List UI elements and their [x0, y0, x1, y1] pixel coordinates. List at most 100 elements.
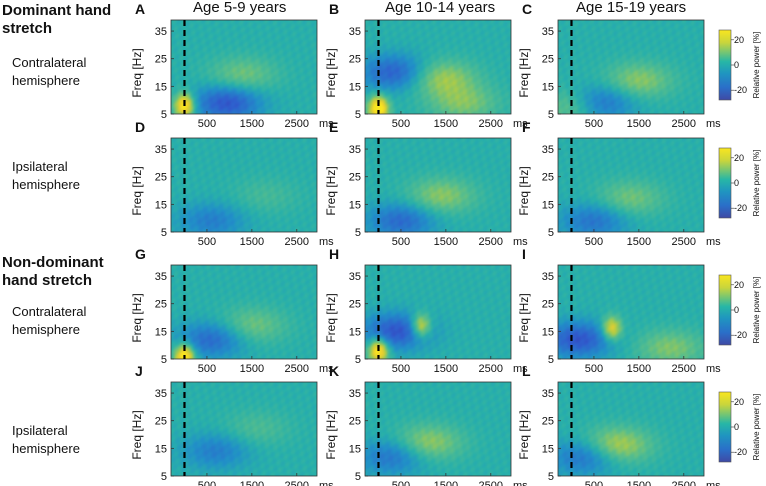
ytick-label-G-2: 15: [155, 326, 167, 338]
ylabel-H: Freq [Hz]: [324, 293, 338, 342]
xtick-label-K-2: 2500: [479, 480, 503, 486]
heatmap-C: [558, 20, 704, 114]
hemisphere-label-row2-line1: Ipsilateral: [12, 159, 68, 174]
ytick-label-K-3: 5: [355, 471, 361, 483]
panel-frame-L: [557, 381, 705, 477]
colorbar-tick-label-row2-2: -20: [734, 203, 747, 213]
xtick-label-K-0: 500: [392, 480, 410, 486]
ytick-label-J-1: 25: [155, 416, 167, 428]
xtick-label-B-0: 500: [392, 118, 410, 130]
hemisphere-label-row2-line2: hemisphere: [12, 177, 80, 192]
colorbar-label-row4: Relative power [%]: [752, 394, 761, 461]
ytick-label-D-2: 15: [155, 199, 167, 211]
ytick-label-D-1: 25: [155, 172, 167, 184]
panel-G: G 35 25 15 5 500 1500 2500 ms Freq [Hz]: [130, 246, 334, 375]
colorbar-label-row3: Relative power [%]: [752, 277, 761, 344]
ylabel-F: Freq [Hz]: [517, 166, 531, 215]
xtick-label-J-0: 500: [198, 480, 216, 486]
xtick-label-H-0: 500: [392, 363, 410, 375]
panel-E: E 35 25 15 5 500 1500 2500 ms Freq [Hz]: [324, 119, 528, 248]
colorbar-label-row2: Relative power [%]: [752, 150, 761, 217]
xtick-label-A-2: 2500: [285, 118, 309, 130]
xlabel-J: ms: [319, 480, 334, 486]
xtick-label-C-1: 1500: [627, 118, 651, 130]
ylabel-J: Freq [Hz]: [130, 410, 144, 459]
ytick-label-B-3: 5: [355, 109, 361, 121]
colorbar-tick-label-row2-0: 20: [734, 153, 744, 163]
panel-letter-D: D: [135, 119, 145, 135]
ytick-label-G-3: 5: [161, 354, 167, 366]
panel-A: A 35 25 15 5 500 1500 2500 ms Freq [Hz]: [130, 1, 334, 130]
heatmap-G: [171, 265, 317, 359]
colorbar-row2: 20 0 -20 Relative power [%]: [718, 147, 761, 219]
panel-D: D 35 25 15 5 500 1500 2500 ms Freq [Hz]: [130, 119, 334, 248]
xtick-label-L-2: 2500: [672, 480, 696, 486]
panel-frame-A: [170, 19, 318, 115]
xtick-label-B-1: 1500: [434, 118, 458, 130]
xtick-label-D-1: 1500: [240, 236, 264, 248]
ytick-label-E-3: 5: [355, 227, 361, 239]
xtick-label-J-1: 1500: [240, 480, 264, 486]
xtick-label-F-0: 500: [585, 236, 603, 248]
heatmap-H: [365, 265, 511, 359]
colorbar-label-row1: Relative power [%]: [752, 32, 761, 99]
heatmap-B: [365, 20, 511, 114]
ytick-label-F-2: 15: [542, 199, 554, 211]
xtick-label-I-1: 1500: [627, 363, 651, 375]
panel-frame-G: [170, 264, 318, 360]
xtick-label-I-2: 2500: [672, 363, 696, 375]
panel-L: L 35 25 15 5 500 1500 2500 ms Freq [Hz]: [517, 363, 721, 486]
panel-F: F 35 25 15 5 500 1500 2500 ms Freq [Hz]: [517, 119, 721, 248]
panel-frame-K: [364, 381, 512, 477]
xlabel-I: ms: [706, 363, 721, 375]
xtick-label-J-2: 2500: [285, 480, 309, 486]
row-group-nondominant-line1: Non-dominant: [2, 254, 104, 271]
xtick-label-A-1: 1500: [240, 118, 264, 130]
xtick-label-D-0: 500: [198, 236, 216, 248]
xtick-label-F-2: 2500: [672, 236, 696, 248]
panel-frame-E: [364, 137, 512, 233]
panel-letter-J: J: [135, 363, 143, 379]
colorbar-tick-label-row1-2: -20: [734, 85, 747, 95]
ytick-label-A-2: 15: [155, 81, 167, 93]
xtick-label-E-2: 2500: [479, 236, 503, 248]
row-group-dominant: Dominant hand stretch: [2, 2, 111, 38]
ytick-label-J-2: 15: [155, 443, 167, 455]
xtick-label-E-0: 500: [392, 236, 410, 248]
ytick-label-L-1: 25: [542, 416, 554, 428]
xtick-label-H-1: 1500: [434, 363, 458, 375]
panel-frame-F: [557, 137, 705, 233]
ytick-label-K-2: 15: [349, 443, 361, 455]
ytick-label-A-0: 35: [155, 26, 167, 38]
hemisphere-label-row3-line2: hemisphere: [12, 322, 80, 337]
panel-frame-B: [364, 19, 512, 115]
hemisphere-label-row3-line1: Contralateral: [12, 304, 87, 319]
colorbar-bar-row4: [718, 391, 732, 463]
ytick-label-K-1: 25: [349, 416, 361, 428]
panel-letter-H: H: [329, 246, 339, 262]
hemisphere-label-row1-line1: Contralateral: [12, 55, 87, 70]
colorbar-bar-row1: [718, 29, 732, 101]
heatmap-A: [171, 20, 317, 114]
ylabel-L: Freq [Hz]: [517, 410, 531, 459]
row-group-dominant-line1: Dominant hand: [2, 2, 112, 19]
ytick-label-J-0: 35: [155, 388, 167, 400]
ytick-label-H-0: 35: [349, 271, 361, 283]
age-header-col2: Age 10-14 years: [385, 0, 496, 16]
xlabel-B: ms: [513, 118, 528, 130]
panel-frame-I: [557, 264, 705, 360]
ytick-label-E-1: 25: [349, 172, 361, 184]
ytick-label-G-1: 25: [155, 299, 167, 311]
xtick-label-A-0: 500: [198, 118, 216, 130]
colorbar-tick-label-row4-2: -20: [734, 447, 747, 457]
xlabel-H: ms: [513, 363, 528, 375]
colorbar-tick-label-row4-0: 20: [734, 397, 744, 407]
age-header-col3: Age 15-19 years: [576, 0, 687, 16]
ytick-label-E-2: 15: [349, 199, 361, 211]
heatmap-L: [558, 382, 704, 476]
ytick-label-L-2: 15: [542, 443, 554, 455]
ytick-label-C-1: 25: [542, 54, 554, 66]
xlabel-K: ms: [513, 480, 528, 486]
panel-frame-C: [557, 19, 705, 115]
ytick-label-B-2: 15: [349, 81, 361, 93]
